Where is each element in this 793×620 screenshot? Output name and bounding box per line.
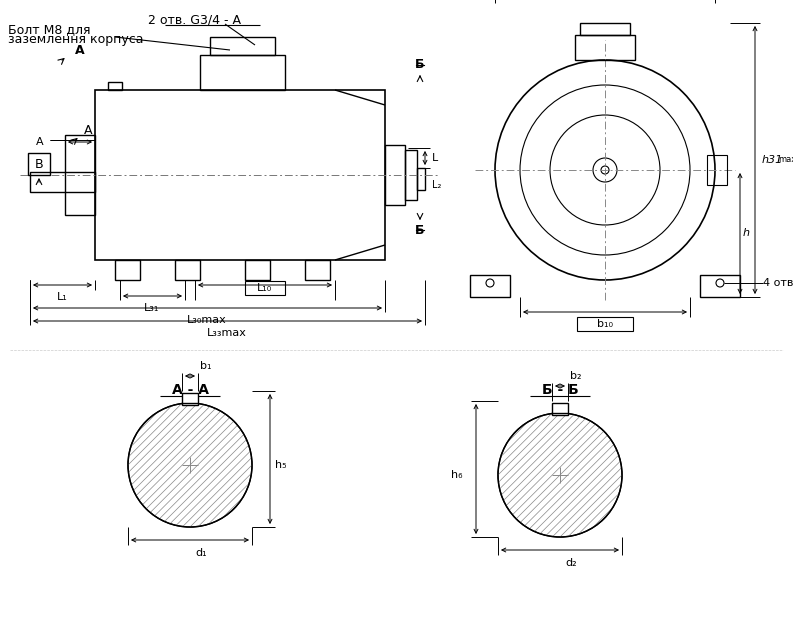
Text: L₁: L₁ [56, 292, 67, 302]
Bar [575, 35, 635, 60]
Bar [700, 275, 740, 297]
Bar [115, 260, 140, 280]
Text: Б: Б [416, 223, 425, 236]
Bar [385, 145, 405, 205]
Bar [182, 393, 198, 405]
Bar [245, 281, 285, 295]
Bar [30, 172, 95, 192]
Bar [108, 82, 122, 90]
Text: h: h [743, 229, 750, 239]
Text: b₂: b₂ [570, 371, 581, 381]
Bar [245, 260, 270, 280]
Text: b₁: b₁ [200, 361, 212, 371]
Circle shape [498, 413, 622, 537]
Bar [580, 23, 630, 35]
Text: Болт М8 для: Болт М8 для [8, 24, 90, 37]
Bar [28, 153, 50, 175]
Text: h₆: h₆ [450, 470, 462, 480]
Text: 4 отв. d₁₀: 4 отв. d₁₀ [763, 278, 793, 288]
Text: d₁: d₁ [195, 548, 207, 558]
Bar [707, 155, 727, 185]
Text: заземлення корпуса: заземлення корпуса [8, 33, 144, 46]
Text: L₃₃max: L₃₃max [207, 328, 247, 338]
Bar [95, 90, 385, 260]
Text: L: L [432, 153, 439, 163]
Text: Б - Б: Б - Б [542, 383, 578, 397]
Text: 2 отв. G3/4 - А: 2 отв. G3/4 - А [148, 14, 242, 27]
Bar [305, 260, 330, 280]
Bar [405, 150, 417, 200]
Bar [65, 135, 95, 215]
Bar [175, 260, 200, 280]
Text: L₁₀: L₁₀ [258, 283, 273, 293]
Text: b₁₀: b₁₀ [597, 319, 613, 329]
Text: L₂: L₂ [432, 180, 442, 190]
Bar [552, 403, 568, 415]
Text: А: А [84, 123, 92, 136]
Text: h₅: h₅ [275, 460, 286, 470]
Bar [470, 275, 510, 297]
Text: А: А [75, 43, 85, 56]
Text: В: В [35, 157, 44, 170]
Text: h31: h31 [762, 155, 783, 165]
Bar [417, 168, 425, 190]
Text: Б: Б [416, 58, 425, 71]
Text: d₂: d₂ [565, 558, 577, 568]
Text: L₃₁: L₃₁ [144, 303, 159, 313]
Bar [200, 55, 285, 90]
Circle shape [128, 403, 252, 527]
Bar [577, 317, 633, 331]
Text: L₃₀max: L₃₀max [187, 315, 227, 325]
Bar [210, 37, 275, 55]
Text: А - А: А - А [171, 383, 209, 397]
Text: max: max [778, 156, 793, 164]
Text: А: А [36, 137, 44, 147]
